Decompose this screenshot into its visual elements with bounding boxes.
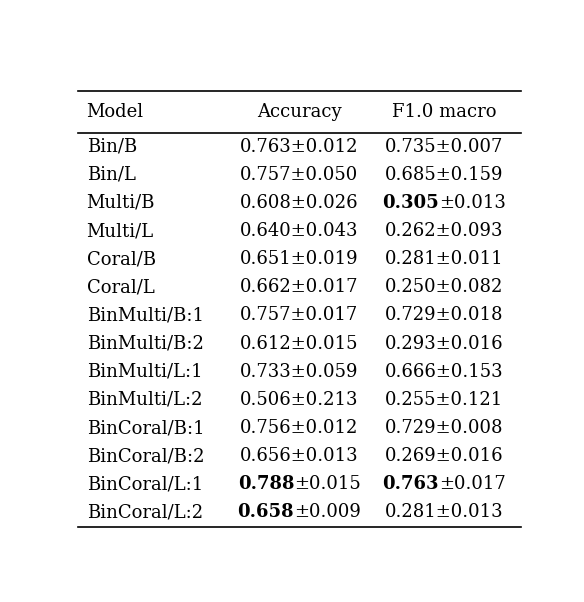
Text: BinCoral/B:1: BinCoral/B:1 (86, 419, 204, 437)
Text: BinMulti/B:2: BinMulti/B:2 (86, 335, 203, 353)
Text: 0.662±0.017: 0.662±0.017 (240, 278, 359, 296)
Text: 0.640±0.043: 0.640±0.043 (240, 222, 359, 240)
Text: 0.733±0.059: 0.733±0.059 (240, 363, 359, 380)
Text: Bin/L: Bin/L (86, 166, 135, 184)
Text: 0.763: 0.763 (383, 476, 439, 493)
Text: BinCoral/L:1: BinCoral/L:1 (86, 476, 203, 493)
Text: 0.685±0.159: 0.685±0.159 (385, 166, 503, 184)
Text: 0.262±0.093: 0.262±0.093 (385, 222, 503, 240)
Text: Coral/L: Coral/L (86, 278, 154, 296)
Text: BinMulti/B:1: BinMulti/B:1 (86, 306, 204, 324)
Text: Multi/L: Multi/L (86, 222, 154, 240)
Text: 0.729±0.018: 0.729±0.018 (385, 306, 503, 324)
Text: 0.735±0.007: 0.735±0.007 (385, 138, 503, 155)
Text: Coral/B: Coral/B (86, 250, 156, 268)
Text: 0.612±0.015: 0.612±0.015 (240, 335, 359, 353)
Text: 0.658: 0.658 (238, 503, 294, 521)
Text: BinCoral/L:2: BinCoral/L:2 (86, 503, 203, 521)
Text: ±0.015: ±0.015 (294, 476, 361, 493)
Text: 0.269±0.016: 0.269±0.016 (385, 447, 503, 465)
Text: F1.0 macro: F1.0 macro (392, 102, 496, 120)
Text: Bin/B: Bin/B (86, 138, 137, 155)
Text: ±0.013: ±0.013 (439, 194, 506, 212)
Text: Model: Model (86, 102, 144, 120)
Text: BinMulti/L:1: BinMulti/L:1 (86, 363, 202, 380)
Text: 0.756±0.012: 0.756±0.012 (240, 419, 359, 437)
Text: Accuracy: Accuracy (257, 102, 342, 120)
Text: 0.506±0.213: 0.506±0.213 (240, 391, 359, 409)
Text: ±0.009: ±0.009 (294, 503, 361, 521)
Text: 0.788: 0.788 (238, 476, 294, 493)
Text: 0.656±0.013: 0.656±0.013 (240, 447, 359, 465)
Text: 0.281±0.013: 0.281±0.013 (385, 503, 503, 521)
Text: 0.305: 0.305 (383, 194, 439, 212)
Text: 0.255±0.121: 0.255±0.121 (385, 391, 503, 409)
Text: 0.757±0.050: 0.757±0.050 (240, 166, 359, 184)
Text: BinMulti/L:2: BinMulti/L:2 (86, 391, 202, 409)
Text: 0.757±0.017: 0.757±0.017 (240, 306, 359, 324)
Text: 0.729±0.008: 0.729±0.008 (385, 419, 503, 437)
Text: 0.250±0.082: 0.250±0.082 (385, 278, 503, 296)
Text: 0.666±0.153: 0.666±0.153 (385, 363, 503, 380)
Text: 0.763±0.012: 0.763±0.012 (240, 138, 359, 155)
Text: 0.651±0.019: 0.651±0.019 (240, 250, 359, 268)
Text: 0.608±0.026: 0.608±0.026 (240, 194, 359, 212)
Text: BinCoral/B:2: BinCoral/B:2 (86, 447, 204, 465)
Text: 0.281±0.011: 0.281±0.011 (385, 250, 503, 268)
Text: 0.293±0.016: 0.293±0.016 (385, 335, 503, 353)
Text: ±0.017: ±0.017 (439, 476, 506, 493)
Text: Multi/B: Multi/B (86, 194, 155, 212)
